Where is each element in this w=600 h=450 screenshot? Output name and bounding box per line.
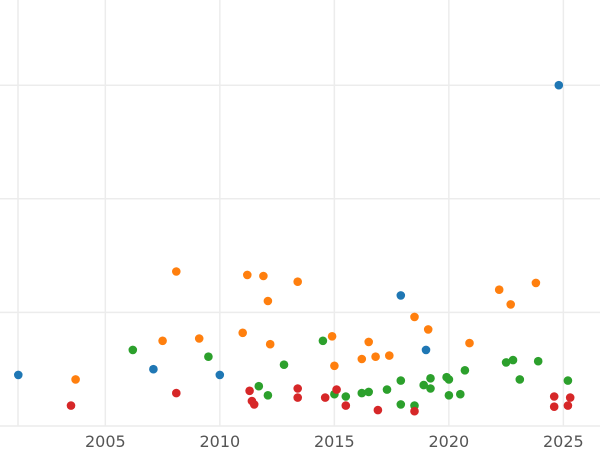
data-point: [563, 401, 573, 410]
data-point: [382, 385, 392, 394]
data-point: [465, 338, 474, 348]
data-point: [531, 278, 541, 288]
data-point: [245, 386, 254, 396]
data-point: [421, 345, 431, 355]
data-point: [238, 328, 247, 338]
data-point: [279, 360, 289, 370]
data-point: [330, 361, 339, 371]
data-point: [66, 401, 76, 410]
data-point: [341, 401, 351, 410]
x-axis-ticks: 2005 2010 2015 2020 2025: [85, 432, 584, 450]
data-point: [158, 336, 167, 346]
data-point: [254, 381, 264, 391]
data-point: [506, 300, 515, 309]
data-point: [172, 388, 181, 398]
data-point: [371, 352, 380, 362]
data-point: [423, 325, 433, 334]
data-point: [385, 351, 394, 360]
data-point: [554, 80, 564, 90]
data-point: [249, 400, 259, 409]
x-tick-label: 2015: [314, 432, 355, 450]
data-point: [549, 392, 559, 401]
data-point: [396, 376, 406, 385]
data-point: [293, 393, 303, 402]
data-point: [215, 370, 225, 380]
x-tick-label: 2005: [85, 432, 126, 450]
data-point: [320, 393, 330, 402]
data-point: [501, 358, 511, 367]
data-point: [13, 370, 23, 380]
data-point: [444, 375, 454, 384]
data-point: [444, 391, 454, 400]
data-point: [508, 355, 518, 365]
data-points: [13, 80, 575, 416]
data-point: [318, 336, 328, 346]
data-point: [426, 384, 435, 393]
data-point: [128, 345, 138, 355]
data-point: [327, 332, 337, 341]
data-point: [293, 384, 303, 393]
data-point: [364, 337, 374, 347]
data-point: [426, 374, 435, 383]
data-point: [419, 380, 429, 390]
data-point: [357, 388, 367, 398]
data-point: [533, 356, 543, 366]
data-point: [563, 376, 573, 385]
data-point: [204, 352, 213, 362]
data-point: [396, 291, 406, 300]
data-point: [565, 393, 575, 402]
data-point: [357, 354, 367, 364]
data-point: [71, 375, 80, 384]
data-point: [263, 296, 273, 306]
data-point: [263, 391, 273, 400]
data-point: [396, 400, 406, 409]
data-point: [293, 277, 303, 287]
data-point: [265, 339, 275, 349]
data-point: [332, 385, 341, 394]
grid: [0, 0, 600, 427]
data-point: [460, 366, 470, 375]
x-tick-label: 2020: [428, 432, 469, 450]
data-point: [515, 375, 525, 384]
data-point: [364, 387, 374, 397]
data-point: [410, 406, 419, 416]
x-tick-label: 2010: [199, 432, 240, 450]
data-point: [456, 389, 465, 399]
x-tick-label: 2025: [543, 432, 584, 450]
data-point: [549, 402, 559, 412]
data-point: [259, 271, 268, 281]
data-point: [149, 364, 158, 374]
data-point: [373, 405, 383, 415]
data-point: [194, 334, 204, 343]
data-point: [410, 312, 419, 322]
data-point: [341, 392, 351, 401]
data-point: [243, 270, 252, 280]
data-point: [172, 267, 181, 276]
data-point: [494, 285, 504, 295]
